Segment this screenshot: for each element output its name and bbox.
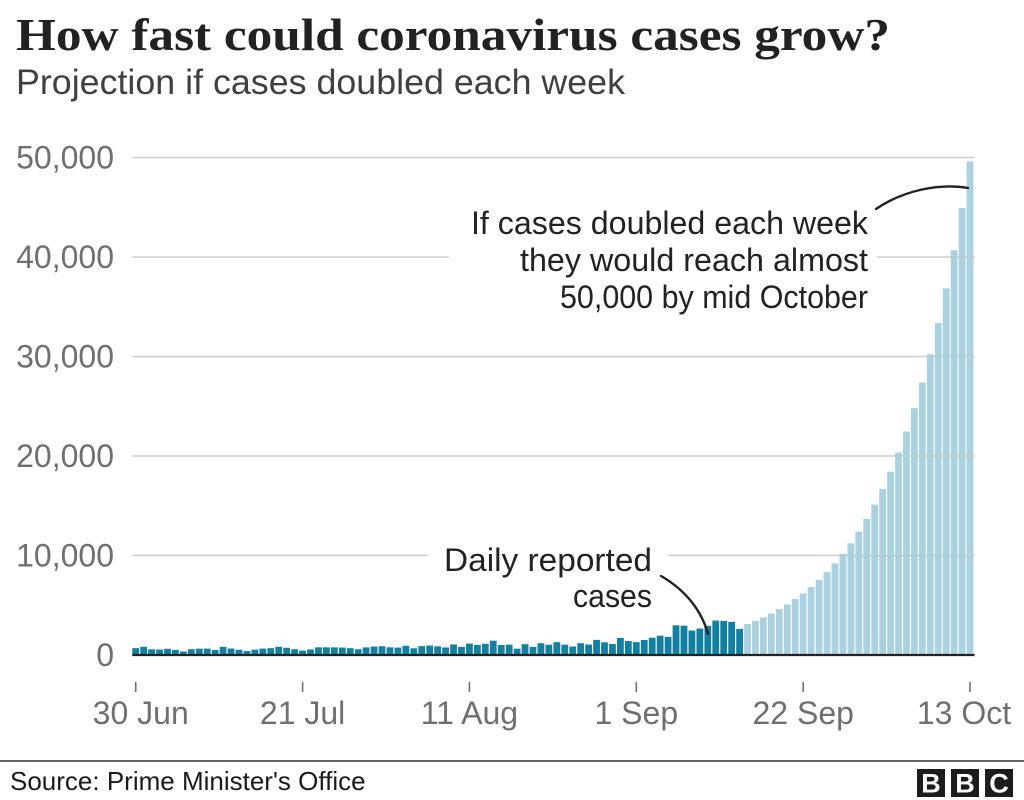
svg-text:B: B [921, 769, 941, 799]
svg-text:1 Sep: 1 Sep [594, 695, 678, 731]
svg-text:C: C [989, 769, 1009, 799]
svg-text:40,000: 40,000 [16, 239, 114, 275]
svg-text:22 Sep: 22 Sep [752, 695, 853, 731]
svg-text:30 Jun: 30 Jun [93, 695, 189, 731]
svg-text:Projection if cases doubled ea: Projection if cases doubled each week [16, 63, 626, 102]
svg-text:Source: Prime Minister's Offic: Source: Prime Minister's Office [10, 766, 366, 796]
svg-text:If cases doubled each week: If cases doubled each week [471, 205, 869, 241]
svg-text:0: 0 [96, 637, 114, 673]
svg-text:30,000: 30,000 [16, 339, 114, 375]
svg-text:Daily reported: Daily reported [444, 542, 652, 578]
svg-text:21 Jul: 21 Jul [260, 695, 345, 731]
svg-text:cases: cases [573, 578, 652, 614]
svg-text:13 Oct: 13 Oct [917, 695, 1011, 731]
svg-text:B: B [955, 769, 975, 799]
svg-text:10,000: 10,000 [16, 538, 114, 574]
svg-text:11 Aug: 11 Aug [421, 695, 518, 731]
svg-text:How fast could coronavirus cas: How fast could coronavirus cases grow? [16, 9, 890, 60]
svg-text:20,000: 20,000 [16, 438, 114, 474]
svg-text:50,000 by mid October: 50,000 by mid October [560, 279, 868, 315]
svg-text:they would reach almost: they would reach almost [520, 242, 868, 278]
svg-text:50,000: 50,000 [16, 140, 114, 176]
